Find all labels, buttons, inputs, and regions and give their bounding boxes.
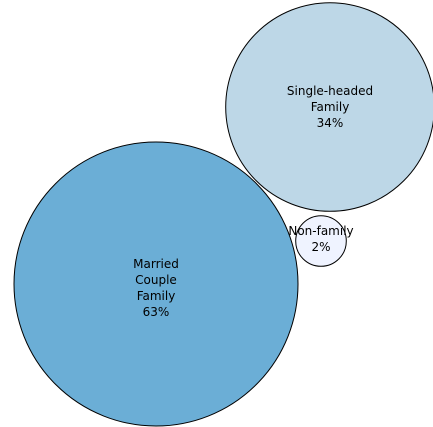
bubble-label-single-headed-family: Single-headed Family 34% [287, 84, 373, 130]
bubble-single-headed-family [225, 2, 433, 212]
bubble-label-line: 63% [143, 305, 170, 319]
bubble-non-family [295, 215, 347, 267]
bubble-label-married-couple-family: Married Couple Family 63% [133, 257, 179, 319]
bubble-married-couple-family [13, 141, 299, 427]
bubble-label-line: 34% [317, 116, 344, 130]
bubble-label-line: Family [311, 100, 350, 114]
bubble-label-line: Couple [135, 273, 177, 287]
bubble-label-line: 2% [311, 240, 330, 254]
bubble-label-line: Family [137, 289, 176, 303]
bubble-label-line: Single-headed [287, 84, 373, 98]
bubble-layer [13, 2, 433, 427]
label-layer: Married Couple Family 63% Single-headed Famil… [133, 84, 373, 319]
bubble-label-line: Married [133, 257, 179, 271]
bubble-label-non-family: Non-family 2% [288, 224, 353, 254]
bubble-label-line: Non-family [288, 224, 353, 238]
